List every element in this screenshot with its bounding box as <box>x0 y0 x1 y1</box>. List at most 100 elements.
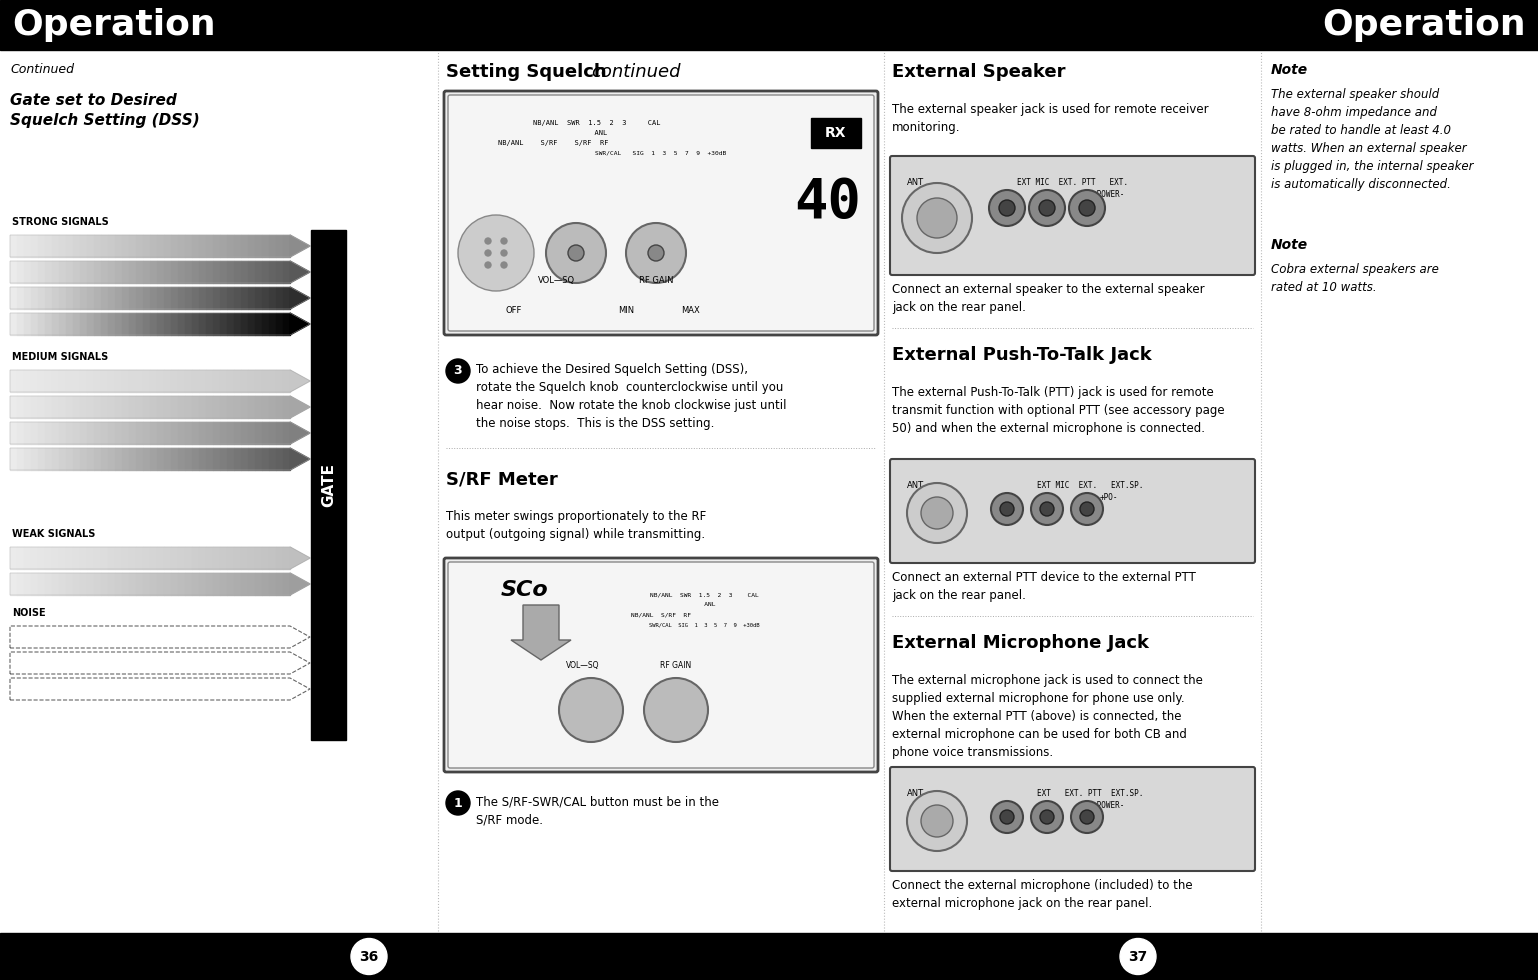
Polygon shape <box>52 313 58 335</box>
Polygon shape <box>220 573 228 595</box>
Polygon shape <box>220 313 228 335</box>
Polygon shape <box>143 448 151 470</box>
Polygon shape <box>31 370 38 392</box>
Polygon shape <box>115 261 122 283</box>
Text: Operation: Operation <box>1323 8 1526 42</box>
Polygon shape <box>171 370 178 392</box>
Polygon shape <box>283 370 291 392</box>
Text: WEAK SIGNALS: WEAK SIGNALS <box>12 529 95 539</box>
Polygon shape <box>102 448 108 470</box>
Polygon shape <box>241 313 248 335</box>
Text: NB/ANL    S/RF    S/RF  RF: NB/ANL S/RF S/RF RF <box>498 140 609 146</box>
Polygon shape <box>52 448 58 470</box>
Polygon shape <box>261 547 269 569</box>
Polygon shape <box>212 261 220 283</box>
Polygon shape <box>283 235 291 257</box>
Polygon shape <box>115 573 122 595</box>
Polygon shape <box>165 448 171 470</box>
Circle shape <box>501 262 508 268</box>
Polygon shape <box>212 573 220 595</box>
Polygon shape <box>151 396 157 418</box>
Polygon shape <box>165 547 171 569</box>
Polygon shape <box>58 448 66 470</box>
Polygon shape <box>102 573 108 595</box>
Polygon shape <box>66 235 72 257</box>
Polygon shape <box>122 287 129 309</box>
Polygon shape <box>17 370 25 392</box>
Polygon shape <box>122 422 129 444</box>
Polygon shape <box>228 448 234 470</box>
Polygon shape <box>261 235 269 257</box>
Polygon shape <box>261 448 269 470</box>
Polygon shape <box>17 573 25 595</box>
Polygon shape <box>129 370 135 392</box>
Polygon shape <box>192 547 198 569</box>
Text: Squelch Setting (DSS): Squelch Setting (DSS) <box>11 113 200 128</box>
Text: MEDIUM SIGNALS: MEDIUM SIGNALS <box>12 352 108 362</box>
Polygon shape <box>25 313 31 335</box>
Polygon shape <box>275 396 283 418</box>
Polygon shape <box>269 370 275 392</box>
Polygon shape <box>52 547 58 569</box>
Polygon shape <box>248 547 255 569</box>
Polygon shape <box>58 547 66 569</box>
Polygon shape <box>88 573 94 595</box>
Polygon shape <box>80 573 88 595</box>
Polygon shape <box>80 261 88 283</box>
Polygon shape <box>178 448 185 470</box>
Text: VOL—SQ: VOL—SQ <box>566 661 600 670</box>
Polygon shape <box>269 261 275 283</box>
Text: NB/ANL  S/RF  RF: NB/ANL S/RF RF <box>631 612 691 617</box>
Polygon shape <box>143 422 151 444</box>
Polygon shape <box>241 235 248 257</box>
Polygon shape <box>228 287 234 309</box>
Polygon shape <box>291 287 311 309</box>
Polygon shape <box>17 396 25 418</box>
Polygon shape <box>206 261 212 283</box>
Circle shape <box>458 215 534 291</box>
Polygon shape <box>80 235 88 257</box>
Polygon shape <box>198 287 206 309</box>
Text: Gate set to Desired: Gate set to Desired <box>11 93 177 108</box>
Polygon shape <box>255 313 261 335</box>
Text: EXT MIC  EXT.   EXT.SP.: EXT MIC EXT. EXT.SP. <box>1037 481 1144 490</box>
Polygon shape <box>151 370 157 392</box>
Polygon shape <box>291 547 311 569</box>
Circle shape <box>446 359 471 383</box>
Polygon shape <box>45 573 52 595</box>
Text: The external speaker should
have 8-ohm impedance and
be rated to handle at least: The external speaker should have 8-ohm i… <box>1270 88 1473 191</box>
Polygon shape <box>45 313 52 335</box>
Circle shape <box>484 238 491 244</box>
Polygon shape <box>17 547 25 569</box>
Polygon shape <box>94 235 102 257</box>
Polygon shape <box>72 396 80 418</box>
Polygon shape <box>185 235 192 257</box>
Text: Setting Squelch: Setting Squelch <box>446 63 606 81</box>
Polygon shape <box>80 448 88 470</box>
Polygon shape <box>129 396 135 418</box>
Polygon shape <box>220 448 228 470</box>
Polygon shape <box>72 235 80 257</box>
Text: Cobra external speakers are
rated at 10 watts.: Cobra external speakers are rated at 10 … <box>1270 263 1440 294</box>
Polygon shape <box>171 573 178 595</box>
Polygon shape <box>261 370 269 392</box>
Polygon shape <box>102 396 108 418</box>
Polygon shape <box>185 422 192 444</box>
Circle shape <box>990 493 1023 525</box>
Polygon shape <box>291 422 311 444</box>
Text: ANT: ANT <box>907 481 924 490</box>
Polygon shape <box>108 261 115 283</box>
FancyBboxPatch shape <box>891 459 1255 563</box>
Text: Note: Note <box>1270 63 1309 77</box>
Polygon shape <box>66 313 72 335</box>
Text: RF GAIN: RF GAIN <box>638 276 674 285</box>
Text: ANL: ANL <box>586 130 608 136</box>
Polygon shape <box>17 261 25 283</box>
Polygon shape <box>25 422 31 444</box>
Polygon shape <box>206 573 212 595</box>
Polygon shape <box>17 235 25 257</box>
Text: MIN: MIN <box>618 306 634 315</box>
Polygon shape <box>38 261 45 283</box>
Polygon shape <box>94 370 102 392</box>
Polygon shape <box>228 396 234 418</box>
